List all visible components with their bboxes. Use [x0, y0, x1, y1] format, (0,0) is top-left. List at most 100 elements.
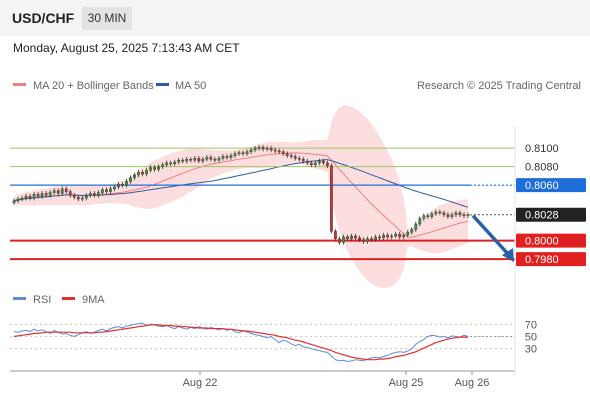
- candle: [430, 213, 434, 217]
- candle: [56, 190, 60, 194]
- candle: [209, 157, 213, 160]
- rsi-ma-legend-swatch: [62, 297, 75, 300]
- candle: [366, 238, 369, 242]
- source-credit: Research © 2025 Trading Central: [417, 80, 581, 92]
- candle: [269, 147, 273, 151]
- candle: [422, 215, 426, 219]
- candle: [121, 183, 124, 186]
- support-label: 0.7980: [525, 254, 559, 266]
- rsi-tick-label: 70: [525, 319, 537, 331]
- candle: [454, 212, 458, 215]
- candle: [317, 160, 321, 164]
- candle: [84, 195, 88, 199]
- candle: [241, 152, 245, 154]
- candle: [370, 238, 373, 240]
- candle: [193, 158, 197, 161]
- candle: [145, 170, 148, 175]
- candle: [201, 159, 205, 162]
- forecast-arrow-head: [502, 248, 514, 263]
- candle: [64, 188, 68, 192]
- candle: [68, 191, 72, 196]
- candle: [109, 188, 112, 192]
- candle: [24, 196, 28, 199]
- candle: [257, 146, 261, 149]
- candle: [462, 214, 466, 216]
- forecast-arrow-shaft: [471, 214, 512, 258]
- candle: [309, 162, 313, 165]
- last-price-label: 0.8028: [525, 210, 559, 222]
- candle: [374, 236, 377, 240]
- candle: [245, 151, 249, 154]
- candle: [173, 161, 177, 165]
- candle: [386, 234, 390, 238]
- candle: [213, 159, 217, 161]
- candle: [16, 198, 20, 202]
- timestamp: Monday, August 25, 2025 7:13:43 AM CET: [13, 41, 240, 55]
- candle: [161, 164, 165, 167]
- candle: [129, 177, 132, 182]
- x-tick-label: Aug 25: [389, 377, 424, 389]
- support-tag: [516, 252, 586, 267]
- x-tick-label: Aug 22: [183, 377, 218, 389]
- candle: [253, 147, 257, 151]
- symbol-title: USD/CHF: [12, 10, 75, 26]
- candle: [394, 233, 398, 237]
- ma50-legend-swatch: [156, 83, 169, 86]
- rsi-tick-label: 50: [525, 332, 537, 344]
- candle: [342, 236, 345, 243]
- candle: [249, 149, 253, 153]
- candle: [390, 235, 394, 238]
- timeframe-button[interactable]: 30 MIN: [82, 7, 132, 30]
- candle: [52, 190, 56, 193]
- candle: [125, 181, 128, 186]
- candle: [378, 236, 382, 239]
- candle: [382, 234, 386, 239]
- pivot-label: 0.8060: [525, 180, 559, 192]
- price-chart-svg: MA 20 + Bollinger Bands MA 50 Research ©…: [10, 80, 586, 389]
- candle: [305, 160, 309, 164]
- rsi-tick-label: 30: [525, 344, 537, 356]
- candle: [265, 147, 269, 150]
- candle: [350, 235, 353, 239]
- candle: [301, 159, 305, 162]
- rsi-legend-label: RSI: [33, 294, 51, 306]
- candle: [221, 156, 225, 159]
- candle: [466, 214, 470, 216]
- candle: [330, 165, 333, 232]
- candle: [237, 152, 241, 154]
- candle: [338, 238, 341, 243]
- candle: [133, 174, 136, 178]
- candle: [40, 193, 44, 197]
- last-price-tag: [516, 207, 586, 222]
- candle: [113, 186, 116, 190]
- candle: [334, 231, 337, 239]
- support-tag: [516, 233, 586, 248]
- candle: [277, 150, 281, 153]
- candle: [72, 195, 76, 198]
- candle: [32, 194, 36, 199]
- candle: [100, 189, 104, 193]
- candle: [229, 155, 233, 158]
- candle: [289, 155, 293, 157]
- candle: [354, 235, 357, 239]
- candle: [426, 215, 430, 217]
- candle: [181, 159, 185, 162]
- candle: [177, 159, 181, 163]
- candle: [434, 211, 438, 214]
- candle: [189, 159, 193, 161]
- ma20-legend-swatch: [13, 83, 26, 86]
- candle: [321, 160, 325, 164]
- candle: [233, 153, 237, 156]
- candle: [80, 197, 84, 200]
- candle: [450, 214, 454, 217]
- candle: [92, 193, 96, 196]
- rsi-ma-line: [13, 324, 468, 361]
- candle: [28, 196, 32, 199]
- candle: [137, 171, 140, 176]
- candle: [153, 167, 157, 170]
- candle: [165, 162, 169, 165]
- candle: [217, 158, 221, 161]
- candle: [346, 236, 349, 239]
- candle: [406, 232, 410, 236]
- candle: [285, 153, 289, 156]
